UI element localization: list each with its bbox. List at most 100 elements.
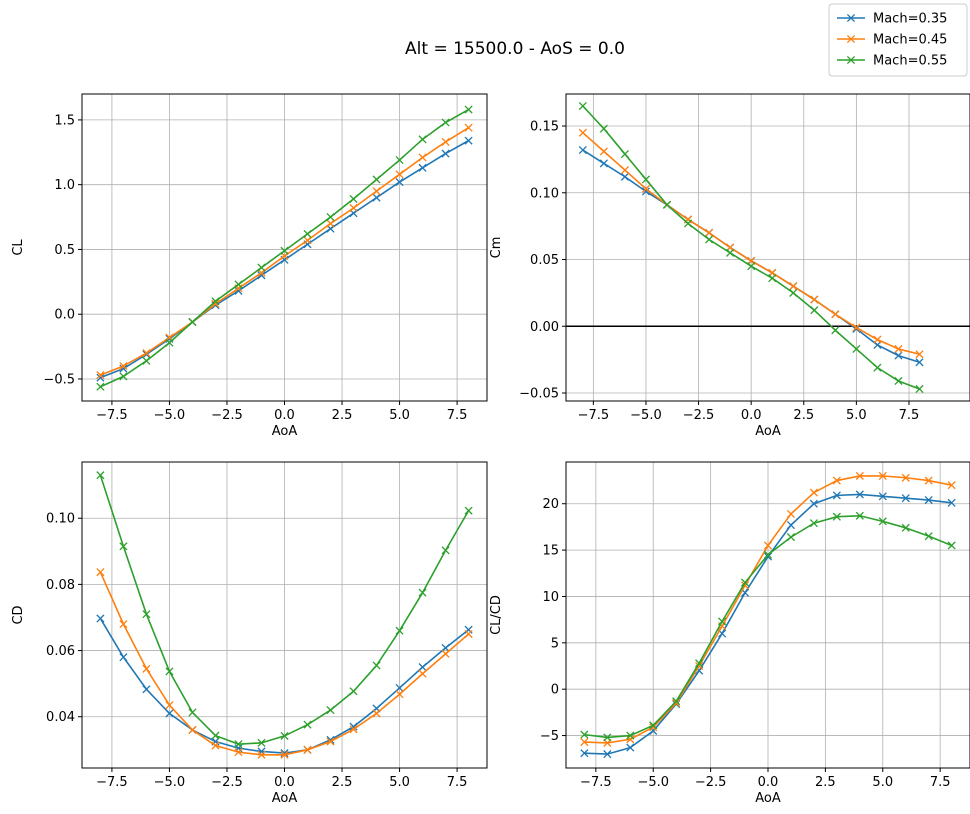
data-point (852, 323, 861, 332)
data-point (280, 731, 289, 740)
legend-marker (846, 34, 856, 44)
data-point (718, 617, 727, 626)
data-point (915, 350, 924, 359)
data-point (901, 494, 910, 503)
data-point (418, 135, 427, 144)
data-point (326, 219, 335, 228)
data-point (303, 720, 312, 729)
data-point (915, 358, 924, 367)
x-tick-label: −5.0 (630, 408, 662, 423)
series-mach-0-55 (96, 471, 473, 749)
data-point (234, 286, 243, 295)
y-tick-label: 0.04 (46, 710, 75, 725)
x-tick-label: 0.0 (274, 775, 295, 790)
data-point (641, 184, 651, 193)
y-axis-label: Cm (489, 237, 504, 259)
legend-label: Mach=0.55 (873, 54, 947, 69)
data-point (810, 306, 819, 315)
data-point (326, 737, 335, 746)
y-tick-label: 15 (542, 544, 559, 559)
data-point (855, 490, 864, 499)
data-point (326, 212, 335, 222)
subplot-cl-cd: −7.5 −5.0 −2.5 0.0 2.5 5.0 7.5 −5 0 5 10 15 20 AoA CL/… (489, 461, 970, 806)
data-point (620, 166, 629, 175)
series-mach-0-45 (96, 568, 473, 759)
data-point (142, 610, 151, 619)
data-point (303, 745, 312, 754)
y-tick-label: 0.10 (530, 186, 559, 201)
data-point (924, 495, 933, 505)
data-point (441, 118, 450, 127)
data-point (280, 246, 289, 255)
data-point (234, 748, 243, 757)
data-point (165, 701, 174, 710)
data-point (441, 149, 450, 158)
data-point (832, 512, 841, 521)
data-point (603, 733, 612, 742)
data-point (915, 384, 924, 394)
data-point (641, 175, 651, 184)
data-point (580, 737, 589, 747)
data-point (211, 731, 220, 740)
data-point (831, 310, 840, 319)
data-point (96, 614, 105, 623)
y-tick-label: 0.08 (46, 578, 75, 593)
data-point (578, 146, 587, 155)
data-point (855, 511, 864, 520)
data-point (695, 659, 704, 668)
x-tick-label: −7.5 (96, 775, 128, 790)
data-point (894, 376, 903, 386)
data-point (96, 373, 105, 382)
data-point (303, 236, 312, 245)
data-point (901, 473, 910, 482)
data-point (96, 371, 105, 380)
data-point (119, 361, 128, 371)
data-point (349, 203, 358, 213)
x-tick-label: 2.5 (815, 775, 836, 790)
data-point (924, 532, 933, 541)
data-point (599, 124, 608, 133)
data-point (165, 338, 174, 347)
data-point (395, 683, 404, 693)
data-point (852, 344, 861, 354)
data-point (464, 123, 473, 132)
data-point (372, 709, 381, 718)
x-tick-label: 7.5 (930, 775, 951, 790)
legend-box (828, 3, 968, 77)
x-tick-label: 5.0 (872, 775, 893, 790)
data-point (641, 187, 651, 196)
y-tick-label: 0.10 (46, 512, 75, 527)
data-point (809, 488, 818, 497)
data-point (395, 156, 404, 165)
x-axis-label: AoA (272, 791, 298, 806)
data-point (832, 491, 841, 500)
data-point (142, 349, 151, 358)
data-point (740, 578, 750, 587)
data-point (683, 219, 693, 228)
data-point (705, 228, 714, 237)
data-point (142, 664, 151, 673)
data-point (878, 492, 887, 501)
data-point (119, 653, 128, 662)
y-tick-label: 0.05 (530, 253, 559, 268)
x-axis-label: AoA (755, 424, 781, 439)
data-point (349, 722, 358, 731)
data-point (855, 471, 864, 480)
data-point (418, 588, 427, 597)
subplot-cd: −7.5 −5.0 −2.5 0.0 2.5 5.0 7.5 0.04 0.06 0.08 0.10… (11, 461, 488, 806)
subplot-cm: −7.5 −5.0 −2.5 0.0 2.5 5.0 7.5 −0.05 0.00 0.05 0.1… (489, 93, 970, 439)
data-point (578, 128, 587, 137)
data-point (626, 743, 635, 752)
data-point (649, 723, 658, 732)
y-tick-label: 0.15 (530, 120, 559, 135)
x-tick-label: −5.0 (637, 775, 669, 790)
data-point (580, 749, 589, 758)
data-point (372, 661, 381, 670)
x-axis-label: AoA (272, 424, 298, 439)
data-point (96, 382, 105, 391)
data-point (349, 687, 358, 696)
x-axis-label: AoA (755, 791, 781, 806)
x-tick-label: −2.5 (211, 408, 243, 423)
legend-entry-mach-0-45: Mach=0.45 (837, 33, 947, 48)
